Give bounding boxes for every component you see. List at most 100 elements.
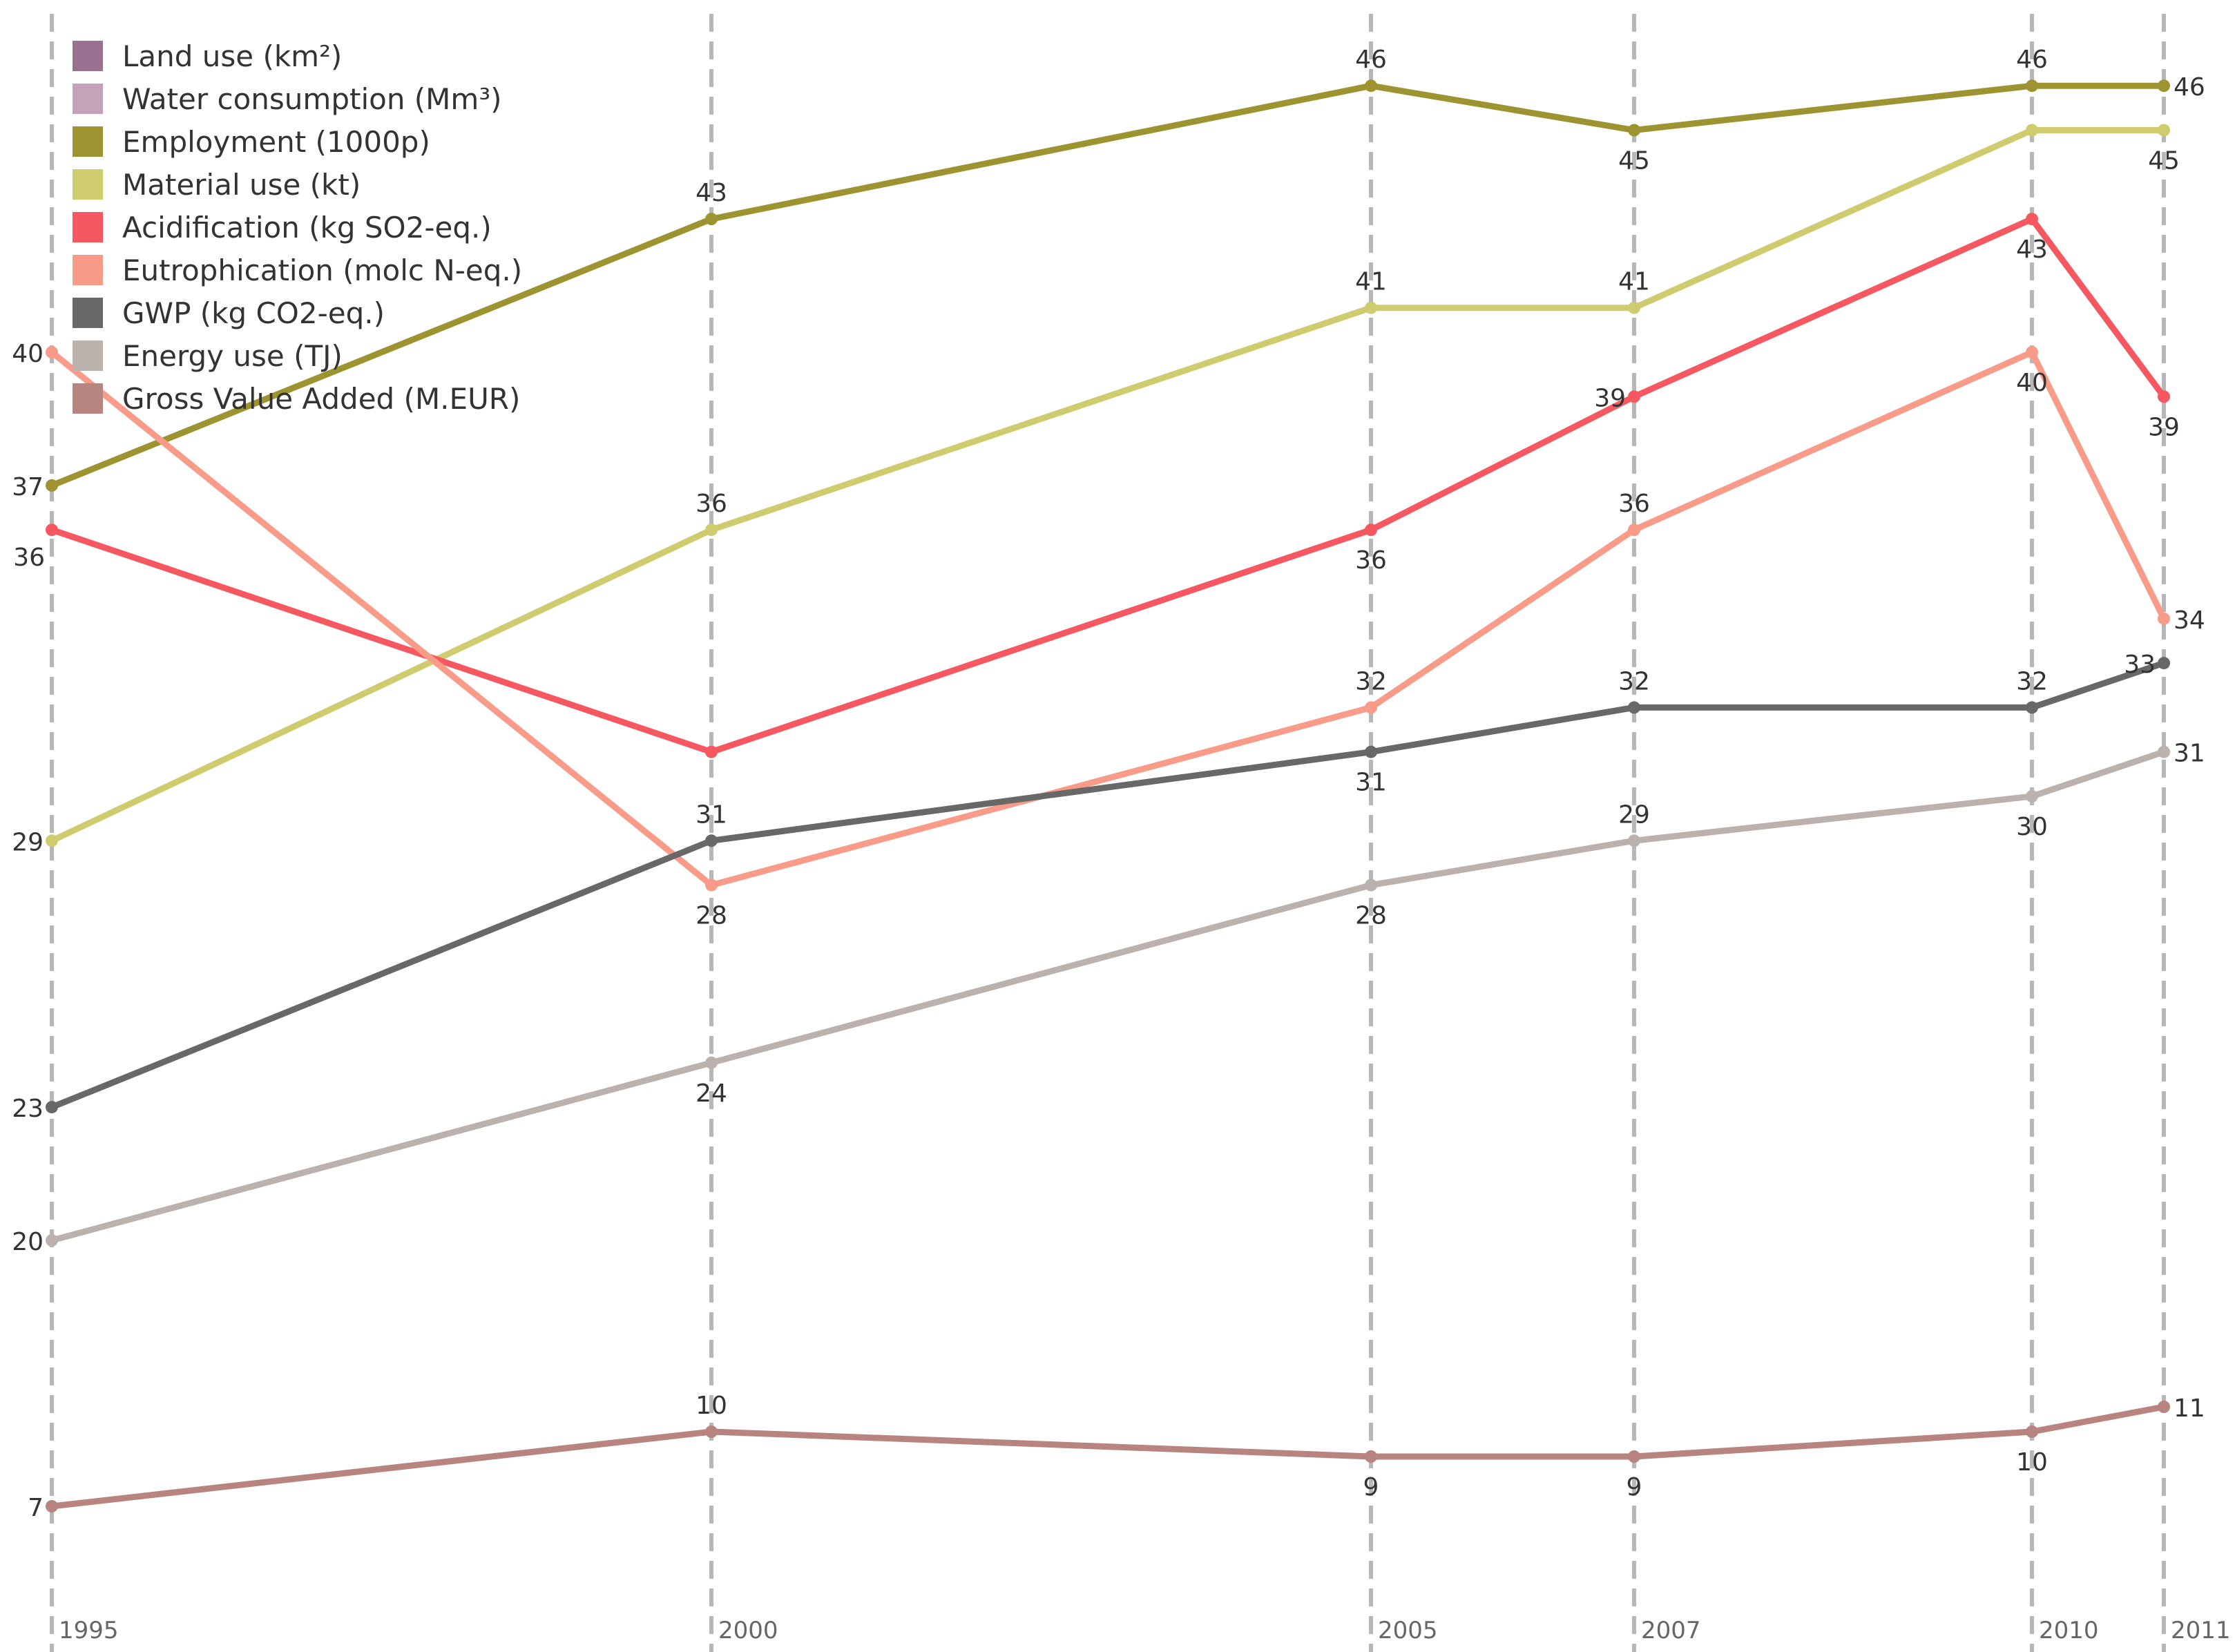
vertical-grid bbox=[50, 14, 2166, 1652]
legend-swatch bbox=[73, 126, 103, 157]
data-label: 31 bbox=[2174, 740, 2205, 768]
x-tick-label: 2000 bbox=[718, 1617, 778, 1644]
data-point bbox=[1365, 524, 1377, 537]
legend-swatch bbox=[73, 84, 103, 114]
data-label: 10 bbox=[696, 1392, 727, 1420]
data-label: 31 bbox=[696, 800, 727, 829]
legend-item: GWP (kg CO2-eq.) bbox=[73, 291, 522, 334]
x-tick-label: 2011 bbox=[2171, 1617, 2231, 1644]
legend-label: Acidification (kg SO2-eq.) bbox=[122, 210, 492, 244]
data-label: 40 bbox=[2016, 369, 2048, 397]
legend-swatch bbox=[73, 340, 103, 371]
data-point bbox=[1628, 301, 1640, 314]
legend-item: Acidification (kg SO2-eq.) bbox=[73, 206, 522, 249]
data-label: 43 bbox=[696, 179, 727, 207]
data-point bbox=[2026, 346, 2038, 358]
data-point bbox=[46, 1101, 58, 1114]
legend-label: Gross Value Added (M.EUR) bbox=[122, 381, 521, 416]
x-axis-tick-labels: 1995 2000 2005 2007 2010 2011 bbox=[59, 1617, 2231, 1644]
data-point bbox=[1365, 878, 1377, 892]
series-lines bbox=[46, 79, 2170, 1512]
legend-label: Energy use (TJ) bbox=[122, 338, 343, 373]
data-point bbox=[1365, 701, 1377, 714]
data-label: 45 bbox=[2148, 147, 2180, 175]
data-label: 40 bbox=[12, 340, 44, 368]
legend-label: Water consumption (Mm³) bbox=[122, 81, 502, 116]
data-point bbox=[705, 524, 718, 537]
data-point bbox=[46, 479, 58, 492]
legend-item: Employment (1000p) bbox=[73, 120, 522, 163]
data-label: 32 bbox=[1618, 667, 1650, 695]
data-label: 43 bbox=[2016, 236, 2048, 264]
data-label: 29 bbox=[12, 828, 44, 856]
data-point bbox=[2026, 1425, 2038, 1438]
data-point bbox=[2158, 390, 2170, 403]
legend: Land use (km²) Water consumption (Mm³) Emp… bbox=[73, 35, 522, 420]
legend-item: Land use (km²) bbox=[73, 35, 522, 77]
data-label: 46 bbox=[2016, 46, 2048, 74]
legend-item: Energy use (TJ) bbox=[73, 334, 522, 377]
data-point bbox=[705, 1425, 718, 1438]
data-point bbox=[2158, 657, 2170, 670]
series-line bbox=[48, 215, 2167, 756]
data-label: 36 bbox=[696, 490, 727, 518]
data-point bbox=[2026, 79, 2038, 93]
data-point bbox=[46, 834, 58, 847]
data-label: 46 bbox=[2174, 73, 2205, 102]
data-label: 28 bbox=[696, 902, 727, 930]
x-tick-label: 1995 bbox=[59, 1617, 119, 1644]
data-point bbox=[1365, 301, 1377, 314]
legend-swatch bbox=[73, 41, 103, 71]
data-label: 36 bbox=[1618, 490, 1650, 518]
series-line bbox=[48, 1403, 2167, 1510]
data-point bbox=[705, 745, 718, 758]
data-label: 28 bbox=[1355, 902, 1387, 930]
series-line bbox=[48, 749, 2167, 1244]
data-label: 33 bbox=[2124, 651, 2156, 679]
data-labels: 5761616059615254565958593743464546462936… bbox=[12, 46, 2205, 1522]
legend-swatch bbox=[73, 212, 103, 242]
data-point bbox=[2158, 745, 2170, 758]
legend-label: Eutrophication (molc N-eq.) bbox=[122, 253, 523, 287]
data-label: 29 bbox=[1618, 800, 1650, 829]
legend-item: Gross Value Added (M.EUR) bbox=[73, 377, 522, 420]
data-point bbox=[1628, 524, 1640, 537]
data-point bbox=[46, 524, 58, 537]
data-point bbox=[1628, 1450, 1640, 1463]
legend-item: Material use (kt) bbox=[73, 163, 522, 206]
data-point bbox=[1365, 79, 1377, 93]
data-label: 9 bbox=[1627, 1473, 1642, 1501]
data-point bbox=[2026, 124, 2038, 137]
data-point bbox=[2026, 213, 2038, 226]
data-label: 24 bbox=[696, 1079, 727, 1108]
data-point bbox=[1628, 390, 1640, 403]
data-label: 45 bbox=[1618, 147, 1650, 175]
legend-item: Eutrophication (molc N-eq.) bbox=[73, 249, 522, 291]
data-label: 11 bbox=[2174, 1394, 2205, 1423]
data-label: 39 bbox=[1594, 384, 1626, 412]
series-line bbox=[48, 127, 2167, 844]
x-tick-label: 2005 bbox=[1378, 1617, 1438, 1644]
data-label: 32 bbox=[1355, 667, 1387, 695]
data-point bbox=[2026, 790, 2038, 803]
data-point bbox=[46, 1234, 58, 1247]
data-label: 10 bbox=[2016, 1448, 2048, 1477]
series-line bbox=[48, 660, 2167, 1111]
data-label: 41 bbox=[1618, 268, 1650, 296]
data-point bbox=[2026, 701, 2038, 714]
legend-swatch bbox=[73, 383, 103, 414]
legend-label: Material use (kt) bbox=[122, 167, 361, 202]
data-label: 36 bbox=[13, 544, 45, 572]
data-label: 46 bbox=[1355, 46, 1387, 74]
legend-label: Land use (km²) bbox=[122, 39, 343, 73]
data-point bbox=[1628, 834, 1640, 847]
data-label: 39 bbox=[2148, 413, 2180, 441]
data-label: 34 bbox=[2174, 606, 2205, 635]
data-point bbox=[705, 834, 718, 847]
data-label: 9 bbox=[1363, 1473, 1379, 1501]
data-label: 32 bbox=[2016, 667, 2048, 695]
data-label: 7 bbox=[28, 1494, 44, 1522]
data-label: 20 bbox=[12, 1228, 44, 1256]
series-line bbox=[48, 82, 2167, 489]
